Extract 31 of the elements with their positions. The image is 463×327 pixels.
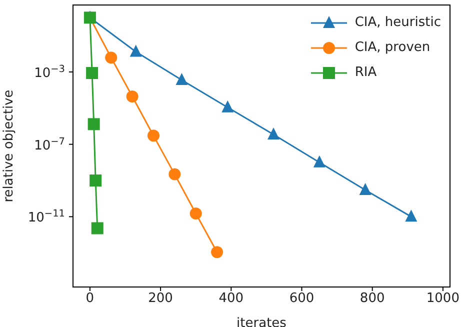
point (105, 52, 118, 64)
point (147, 130, 160, 142)
x-tick-label: 800 (360, 291, 385, 306)
legend-label: CIA, heuristic (354, 15, 441, 30)
point (359, 182, 372, 195)
x-tick-label: 600 (289, 291, 314, 306)
point (90, 174, 102, 186)
x-tick-label: 1000 (426, 291, 460, 306)
y-tick-label: 10$^{−3}$ (34, 63, 65, 81)
point (313, 155, 326, 168)
x-tick-label: 0 (86, 291, 94, 306)
point (268, 127, 280, 140)
point (405, 210, 418, 222)
y-axis-title: relative objective (2, 90, 17, 202)
point (190, 208, 202, 220)
x-axis-title: iterates (236, 316, 287, 327)
legend-label: CIA, proven (354, 40, 430, 55)
legend-label: RIA (354, 65, 377, 80)
point (211, 246, 224, 258)
x-tick-label: 400 (218, 291, 244, 306)
point (88, 118, 100, 130)
point (176, 72, 188, 85)
point (86, 67, 98, 80)
point (126, 90, 138, 102)
point (91, 222, 104, 234)
point (222, 100, 234, 112)
y-tick-label: 10$^{−11}$ (28, 208, 65, 226)
x-tick-label: 200 (148, 291, 173, 306)
y-tick-label: 10$^{−7}$ (34, 136, 65, 154)
point (168, 168, 181, 180)
point (130, 44, 142, 57)
